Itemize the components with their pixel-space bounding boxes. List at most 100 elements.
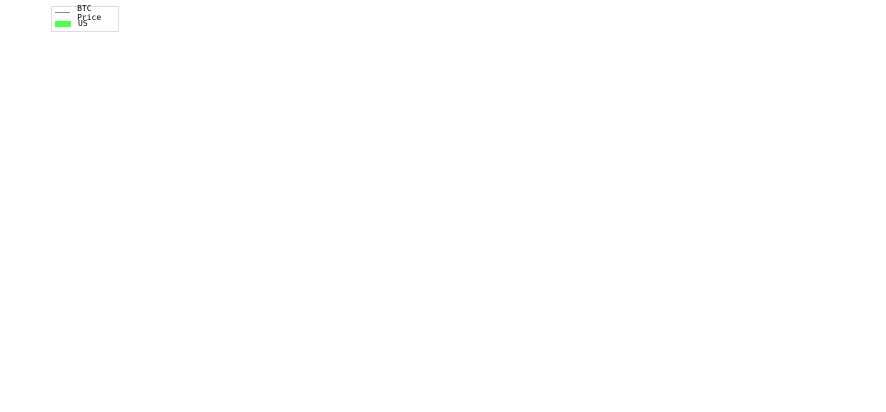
us-bar (412, 226, 420, 243)
y-tick-label: 10000 (17, 365, 42, 374)
us-bar (202, 226, 210, 266)
y-tick-label: 20000 (17, 320, 42, 329)
us-bar (396, 226, 404, 258)
y-right-tick-label: 6 (857, 66, 862, 75)
us-bar (175, 174, 184, 227)
x-tick-label: 2024-01 (691, 387, 724, 396)
us-bar (717, 226, 724, 237)
us-bar (590, 226, 597, 237)
us-bar (748, 203, 755, 227)
us-bar (281, 200, 292, 227)
us-bar (733, 187, 739, 227)
us-bar (345, 213, 360, 227)
x-tick-label: 2021-07 (217, 387, 250, 396)
us-bar (465, 216, 471, 227)
legend: BTC Price US (51, 4, 119, 32)
us-bar (801, 226, 812, 248)
us-bar (451, 210, 456, 227)
us-bar (108, 187, 125, 227)
y-right-tick-label: 0 (857, 223, 862, 232)
us-bar (262, 166, 271, 227)
us-bar (270, 200, 282, 227)
us-bar (723, 218, 734, 227)
us-bar (606, 208, 613, 227)
us-bar (654, 223, 660, 227)
us-bar (628, 226, 639, 232)
y-right-tick-label: −2 (857, 275, 869, 284)
us-bar (359, 226, 370, 243)
us-bar (691, 218, 699, 227)
us-bar (291, 218, 298, 227)
us-bar (638, 226, 645, 237)
us-bar (183, 200, 195, 227)
us-bar (380, 218, 389, 227)
us-bar (124, 174, 141, 227)
us-bar (796, 226, 802, 237)
us-bar (323, 205, 330, 227)
us-bar (297, 226, 308, 235)
us-bar (470, 223, 481, 227)
us-bar (754, 210, 765, 227)
us-bar (779, 197, 787, 227)
us-bar (596, 218, 607, 227)
x-axis-label: Time (438, 399, 459, 408)
us-bar (764, 221, 771, 227)
us-bar (427, 226, 436, 240)
legend-item-us: US (52, 18, 118, 29)
us-bar (574, 221, 581, 227)
us-bar (419, 226, 428, 232)
us-bar (833, 226, 840, 258)
plot-frame (44, 69, 854, 384)
btc-price-line (77, 86, 839, 366)
us-bar (194, 226, 203, 240)
us-bar (161, 109, 169, 227)
y-right-tick-label: 4 (857, 118, 862, 127)
us-bar (455, 226, 466, 240)
us-bar (209, 226, 219, 331)
us-bar (77, 213, 93, 227)
y-tick-label: 40000 (17, 229, 42, 238)
y-right-tick-label: −6 (857, 379, 869, 388)
y-tick-label: 70000 (17, 93, 42, 102)
us-bar (234, 226, 244, 253)
us-bar (558, 208, 566, 227)
us-bar (612, 213, 629, 227)
us-bar (825, 226, 834, 248)
legend-line-swatch (55, 12, 71, 13)
us-bar (565, 210, 575, 227)
us-bar (315, 213, 324, 227)
us-bar (512, 223, 524, 227)
y-tick-label: 50000 (17, 184, 42, 193)
us-bar (339, 226, 346, 248)
y-right-tick-label: 2 (857, 170, 862, 179)
x-tick-label: 2023-07 (595, 387, 628, 396)
us-bar (168, 135, 176, 227)
us-bar (243, 213, 255, 227)
legend-label: BTC Price (77, 3, 102, 22)
us-bar (548, 226, 559, 232)
us-bar (369, 213, 381, 227)
x-tick-label: 2020-07 (28, 387, 61, 396)
us-bar (539, 216, 549, 227)
x-tick-label: 2023-01 (502, 387, 535, 396)
us-bar (329, 221, 340, 227)
us-bar (218, 226, 226, 344)
y-tick-label: 60000 (17, 139, 42, 148)
legend-item-btc-price: BTC Price (52, 4, 118, 22)
us-bar (580, 226, 591, 235)
legend-patch-swatch (55, 20, 71, 27)
us-bar (738, 179, 749, 227)
us-bar (530, 200, 540, 227)
us-bar (403, 226, 413, 266)
y-axis-right-label: US (870, 221, 879, 232)
us-bar (443, 218, 452, 227)
y-axis-label: BTC Price (7, 207, 16, 245)
us-bar (502, 226, 513, 232)
legend-label: US (78, 19, 88, 28)
us-bar (486, 226, 497, 235)
y-tick-label: 30000 (17, 275, 42, 284)
us-bar (92, 213, 109, 227)
us-bar (140, 148, 162, 227)
chart-title: 全球购买力 (424, 54, 474, 67)
